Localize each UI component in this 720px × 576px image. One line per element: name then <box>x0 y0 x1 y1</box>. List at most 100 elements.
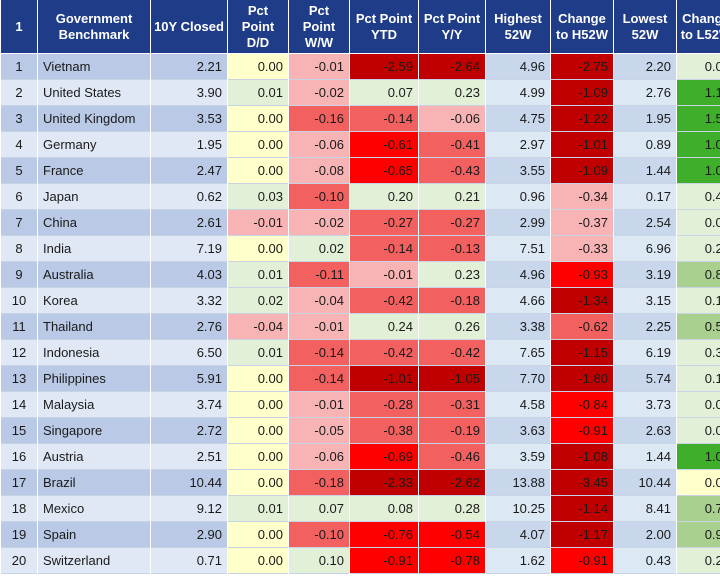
dd-cell: 0.00 <box>228 548 288 574</box>
yy-cell: -0.18 <box>419 288 485 314</box>
dd-cell: 0.00 <box>228 54 288 80</box>
yy-cell: -0.42 <box>419 340 485 366</box>
header-highest-52w[interactable]: Highest 52W <box>486 0 550 54</box>
header-change-l52w[interactable]: Change to L52W <box>677 0 720 54</box>
table-row[interactable]: 20 Switzerland 0.71 0.00 0.10 -0.91 -0.78 1.62-… <box>1 548 720 574</box>
closed-cell: 3.32 <box>151 288 227 314</box>
table-row[interactable]: 1 Vietnam 2.21 0.00 -0.01 -2.59 -2.64 4.96 -2.75… <box>1 54 720 80</box>
header-dd[interactable]: Pct Point D/D <box>228 0 288 54</box>
highest-52w-cell: 7.70 <box>486 366 550 392</box>
lowest-52w-cell: 0.43 <box>614 548 676 574</box>
lowest-52w-cell: 0.17 <box>614 184 676 210</box>
table-row[interactable]: 5 France 2.47 0.00 -0.08 -0.65 -0.43 3.55 -1.09 1… <box>1 158 720 184</box>
header-row: 1 Government Benchmark 10Y Closed Pct Po… <box>1 0 720 54</box>
country-cell: Spain <box>38 522 150 548</box>
yy-cell: 0.26 <box>419 314 485 340</box>
country-cell: Vietnam <box>38 54 150 80</box>
dd-cell: 0.00 <box>228 418 288 444</box>
dd-cell: 0.03 <box>228 184 288 210</box>
closed-cell: 9.12 <box>151 496 227 522</box>
country-cell: Japan <box>38 184 150 210</box>
table-row[interactable]: 8 India 7.19 0.00 0.02 -0.14 -0.13 7.51 -0.33 6.9… <box>1 236 720 262</box>
row-index: 2 <box>1 80 37 106</box>
ytd-cell: -0.14 <box>350 236 418 262</box>
ww-cell: -0.14 <box>289 340 349 366</box>
table-row[interactable]: 9 Australia 4.03 0.01 -0.11 -0.01 0.23 4.96 -0.9… <box>1 262 720 288</box>
dd-cell: 0.00 <box>228 470 288 496</box>
table-row[interactable]: 3 United Kingdom 3.53 0.00 -0.16 -0.14 -0.06 4.… <box>1 106 720 132</box>
row-index: 13 <box>1 366 37 392</box>
dd-cell: -0.01 <box>228 210 288 236</box>
row-index: 12 <box>1 340 37 366</box>
yy-cell: -0.27 <box>419 210 485 236</box>
row-index: 19 <box>1 522 37 548</box>
highest-52w-cell: 4.07 <box>486 522 550 548</box>
lowest-52w-cell: 10.44 <box>614 470 676 496</box>
lowest-52w-cell: 6.19 <box>614 340 676 366</box>
dd-cell: 0.00 <box>228 158 288 184</box>
table-row[interactable]: 16 Austria 2.51 0.00 -0.06 -0.69 -0.46 3.59 -1.0… <box>1 444 720 470</box>
table-row[interactable]: 14 Malaysia 3.74 0.00 -0.01 -0.28 -0.31 4.58 -0.… <box>1 392 720 418</box>
highest-52w-cell: 3.55 <box>486 158 550 184</box>
change-h52w-cell: -0.91 <box>551 548 613 574</box>
country-cell: Singapore <box>38 418 150 444</box>
yy-cell: 0.23 <box>419 80 485 106</box>
table-row[interactable]: 10 Korea 3.32 0.02 -0.04 -0.42 -0.18 4.66 -1.34 3… <box>1 288 720 314</box>
ww-cell: 0.07 <box>289 496 349 522</box>
country-cell: Australia <box>38 262 150 288</box>
change-l52w-cell: 0.22 <box>677 236 720 262</box>
change-l52w-cell: 0.09 <box>677 418 720 444</box>
header-change-h52w[interactable]: Change to H52W <box>551 0 613 54</box>
lowest-52w-cell: 6.96 <box>614 236 676 262</box>
row-index: 5 <box>1 158 37 184</box>
row-index: 11 <box>1 314 37 340</box>
lowest-52w-cell: 2.63 <box>614 418 676 444</box>
yy-cell: 0.21 <box>419 184 485 210</box>
lowest-52w-cell: 3.19 <box>614 262 676 288</box>
ytd-cell: -0.65 <box>350 158 418 184</box>
table-row[interactable]: 18 Mexico 9.12 0.01 0.07 0.08 0.28 10.25 -1.14 8.… <box>1 496 720 522</box>
header-benchmark[interactable]: Government Benchmark <box>38 0 150 54</box>
ytd-cell: -1.01 <box>350 366 418 392</box>
table-row[interactable]: 13 Philippines 5.91 0.00 -0.14 -1.01 -1.05 7.70… <box>1 366 720 392</box>
highest-52w-cell: 1.62 <box>486 548 550 574</box>
header-ww[interactable]: Pct Point W/W <box>289 0 349 54</box>
header-index[interactable]: 1 <box>1 0 37 54</box>
row-index: 15 <box>1 418 37 444</box>
yy-cell: -0.46 <box>419 444 485 470</box>
header-ytd[interactable]: Pct Point YTD <box>350 0 418 54</box>
header-yy[interactable]: Pct Point Y/Y <box>419 0 485 54</box>
header-lowest-52w[interactable]: Lowest 52W <box>614 0 676 54</box>
closed-cell: 2.72 <box>151 418 227 444</box>
change-l52w-cell: 0.71 <box>677 496 720 522</box>
highest-52w-cell: 2.99 <box>486 210 550 236</box>
table-row[interactable]: 7 China 2.61 -0.01 -0.02 -0.27 -0.27 2.99 -0.37 2… <box>1 210 720 236</box>
table-row[interactable]: 19 Spain 2.90 0.00 -0.10 -0.76 -0.54 4.07 -1.17 2… <box>1 522 720 548</box>
table-row[interactable]: 4 Germany 1.95 0.00 -0.06 -0.61 -0.41 2.97 -1.01… <box>1 132 720 158</box>
dd-cell: 0.01 <box>228 496 288 522</box>
lowest-52w-cell: 2.00 <box>614 522 676 548</box>
ytd-cell: -0.42 <box>350 288 418 314</box>
change-l52w-cell: 0.17 <box>677 288 720 314</box>
row-index: 3 <box>1 106 37 132</box>
ytd-cell: -0.69 <box>350 444 418 470</box>
change-l52w-cell: 0.90 <box>677 522 720 548</box>
table-row[interactable]: 15 Singapore 2.72 0.00 -0.05 -0.38 -0.19 3.63 -0… <box>1 418 720 444</box>
table-row[interactable]: 2 United States 3.90 0.01 -0.02 0.07 0.23 4.99-… <box>1 80 720 106</box>
table-row[interactable]: 12 Indonesia 6.50 0.01 -0.14 -0.42 -0.42 7.65 -1… <box>1 340 720 366</box>
ww-cell: -0.05 <box>289 418 349 444</box>
closed-cell: 10.44 <box>151 470 227 496</box>
header-10y-closed[interactable]: 10Y Closed <box>151 0 227 54</box>
table-row[interactable]: 17 Brazil 10.44 0.00 -0.18 -2.33 -2.62 13.88 -3.… <box>1 470 720 496</box>
table-row[interactable]: 11 Thailand 2.76 -0.04 -0.01 0.24 0.26 3.38 -0.6… <box>1 314 720 340</box>
ytd-cell: 0.07 <box>350 80 418 106</box>
closed-cell: 0.62 <box>151 184 227 210</box>
highest-52w-cell: 0.96 <box>486 184 550 210</box>
table-row[interactable]: 6 Japan 0.62 0.03 -0.10 0.20 0.21 0.96 -0.34 0.17… <box>1 184 720 210</box>
change-l52w-cell: 0.51 <box>677 314 720 340</box>
row-index: 10 <box>1 288 37 314</box>
change-h52w-cell: -1.14 <box>551 496 613 522</box>
ytd-cell: 0.20 <box>350 184 418 210</box>
change-h52w-cell: -1.09 <box>551 158 613 184</box>
change-h52w-cell: -1.17 <box>551 522 613 548</box>
